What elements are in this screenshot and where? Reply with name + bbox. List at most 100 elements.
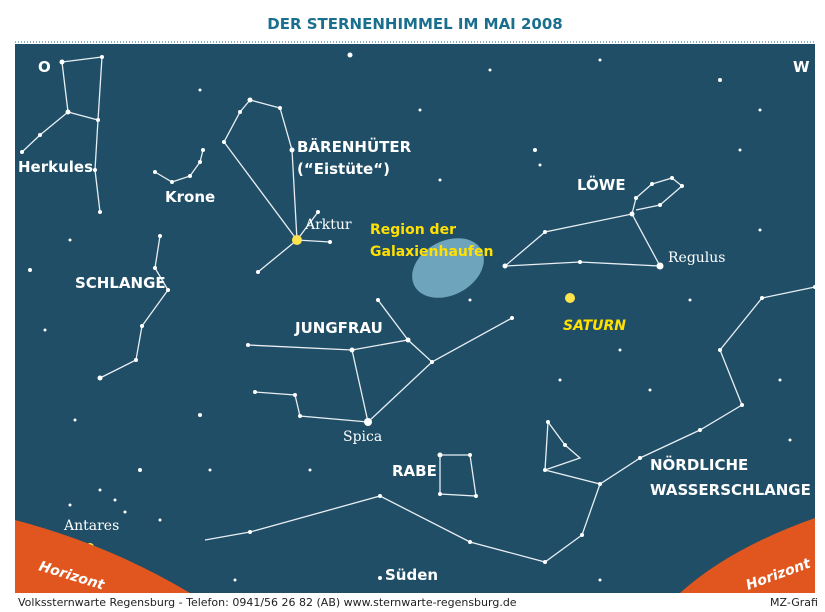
star xyxy=(580,533,584,537)
star xyxy=(308,468,312,472)
baerenhueter-line xyxy=(296,211,319,241)
compass-west: W xyxy=(793,58,810,76)
star xyxy=(718,348,722,352)
label-baerenhueter: BÄRENHÜTER xyxy=(297,137,412,156)
star-regulus xyxy=(656,262,664,270)
star xyxy=(138,468,142,472)
star xyxy=(123,510,127,514)
star xyxy=(198,413,202,417)
star xyxy=(510,316,514,320)
star xyxy=(43,328,47,332)
star xyxy=(298,414,302,418)
label-rabe: RABE xyxy=(392,462,437,480)
star xyxy=(533,148,537,152)
star xyxy=(198,88,202,92)
star xyxy=(438,178,442,182)
label-spica: Spica xyxy=(343,429,382,445)
star xyxy=(598,482,602,486)
star xyxy=(578,260,582,264)
star xyxy=(68,503,72,507)
sky xyxy=(15,44,815,593)
star xyxy=(405,337,411,343)
star xyxy=(629,211,635,217)
star xyxy=(97,375,103,381)
label-wasserschlange-2: WASSERSCHLANGE xyxy=(650,481,811,499)
star xyxy=(289,147,295,153)
star xyxy=(437,452,443,458)
star xyxy=(256,270,260,274)
star xyxy=(670,176,674,180)
star xyxy=(788,438,792,442)
star xyxy=(430,360,434,364)
star xyxy=(166,288,170,292)
footer-agency: MZ-Grafi xyxy=(770,596,818,609)
star xyxy=(98,488,102,492)
star xyxy=(20,150,24,154)
star xyxy=(153,266,157,270)
star xyxy=(293,393,297,397)
star-arktur xyxy=(292,235,302,245)
label-krone: Krone xyxy=(165,188,215,206)
star xyxy=(246,343,250,347)
star xyxy=(278,106,282,110)
star xyxy=(158,234,162,238)
star xyxy=(378,494,382,498)
star xyxy=(546,420,550,424)
compass-south: Süden xyxy=(385,566,438,584)
star xyxy=(349,347,355,353)
stars xyxy=(20,52,817,582)
star xyxy=(188,174,192,178)
star xyxy=(538,163,542,167)
label-antares: Antares xyxy=(63,518,119,534)
star xyxy=(208,468,212,472)
star xyxy=(96,118,100,122)
star xyxy=(634,196,638,200)
jungfrau-line xyxy=(377,299,409,341)
star xyxy=(100,55,104,59)
star xyxy=(558,378,562,382)
star xyxy=(543,560,547,564)
star xyxy=(316,210,320,214)
star xyxy=(238,110,242,114)
label-schlange: SCHLANGE xyxy=(75,274,166,292)
horizon-left xyxy=(15,520,190,593)
star xyxy=(648,388,652,392)
star xyxy=(778,378,782,382)
loewe-line xyxy=(504,213,662,267)
star xyxy=(738,148,742,152)
star xyxy=(158,518,162,522)
star xyxy=(93,168,97,172)
star xyxy=(68,238,72,242)
star xyxy=(758,228,762,232)
star xyxy=(758,108,762,112)
star xyxy=(376,298,380,302)
label-baerenhueter-nick: (“Eistüte“) xyxy=(297,160,390,178)
star xyxy=(543,230,547,234)
label-jungfrau: JUNGFRAU xyxy=(294,319,383,337)
label-herkules: Herkules xyxy=(18,158,93,176)
star xyxy=(618,348,622,352)
star xyxy=(418,108,422,112)
star xyxy=(760,296,764,300)
star xyxy=(222,140,226,144)
star xyxy=(59,59,65,65)
star xyxy=(98,210,102,214)
star xyxy=(38,133,42,137)
star xyxy=(474,494,478,498)
star xyxy=(688,298,692,302)
star xyxy=(658,203,662,207)
title: DER STERNENHIMMEL IM MAI 2008 xyxy=(267,15,563,33)
star xyxy=(468,298,472,302)
star xyxy=(680,184,684,188)
star xyxy=(488,68,492,72)
star xyxy=(468,453,472,457)
label-regulus: Regulus xyxy=(668,250,725,266)
star xyxy=(153,170,157,174)
label-arktur: Arktur xyxy=(304,217,352,233)
star xyxy=(140,324,144,328)
label-region-1: Region der xyxy=(370,222,456,238)
star xyxy=(170,180,174,184)
star xyxy=(328,240,332,244)
